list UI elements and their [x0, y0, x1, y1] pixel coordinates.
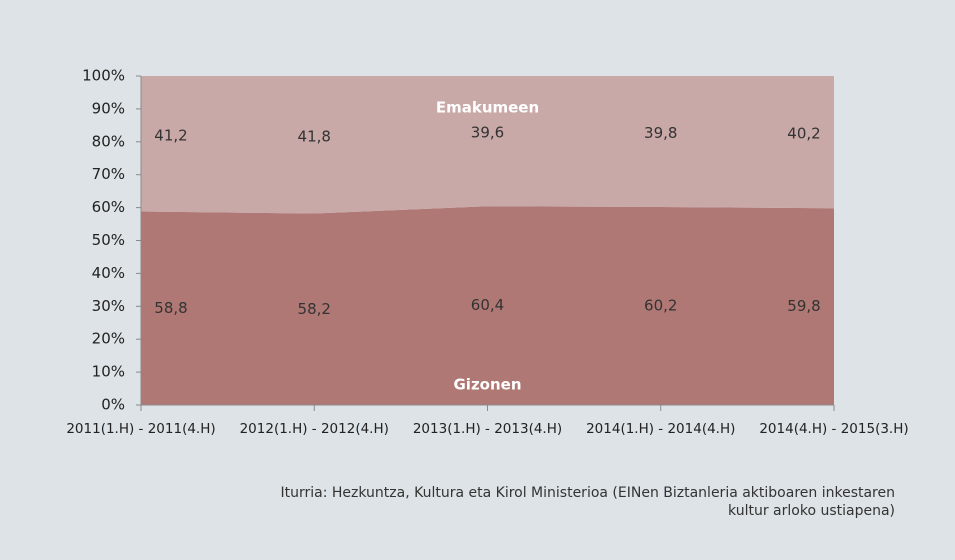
- value-label: 40,2: [787, 125, 820, 143]
- y-tick-label: 40%: [92, 264, 125, 282]
- area: [141, 76, 834, 214]
- x-tick-label: 2012(1.H) - 2012(4.H): [240, 421, 389, 437]
- x-tick-label: 2013(1.H) - 2013(4.H): [413, 421, 562, 437]
- x-tick-label: 2014(1.H) - 2014(4.H): [586, 421, 735, 437]
- area: [141, 206, 834, 405]
- y-tick-label: 60%: [92, 198, 125, 216]
- value-label: 39,6: [471, 124, 504, 142]
- y-tick-label: 90%: [92, 99, 125, 117]
- y-tick-label: 10%: [92, 363, 125, 381]
- value-label: 60,4: [471, 296, 504, 314]
- value-label: 39,8: [644, 124, 677, 142]
- value-label: 41,8: [298, 127, 331, 145]
- value-label: 58,2: [298, 300, 331, 318]
- y-tick-label: 100%: [82, 67, 125, 85]
- x-tick-label: 2014(4.H) - 2015(3.H): [759, 421, 908, 437]
- series-label: Emakumeen: [436, 99, 539, 117]
- source-line: kultur arloko ustiapena): [728, 503, 895, 519]
- y-tick-label: 30%: [92, 297, 125, 315]
- source-line: Iturria: Hezkuntza, Kultura eta Kirol Mi…: [280, 485, 895, 501]
- y-tick-label: 0%: [101, 396, 125, 414]
- series-label: Gizonen: [453, 376, 521, 394]
- y-tick-label: 70%: [92, 165, 125, 183]
- y-tick-label: 20%: [92, 330, 125, 348]
- value-label: 60,2: [644, 296, 677, 314]
- x-tick-label: 2011(1.H) - 2011(4.H): [66, 421, 215, 437]
- value-label: 41,2: [154, 126, 187, 144]
- y-tick-label: 50%: [92, 231, 125, 249]
- value-label: 58,8: [154, 299, 187, 317]
- y-tick-label: 80%: [92, 132, 125, 150]
- value-label: 59,8: [787, 297, 820, 315]
